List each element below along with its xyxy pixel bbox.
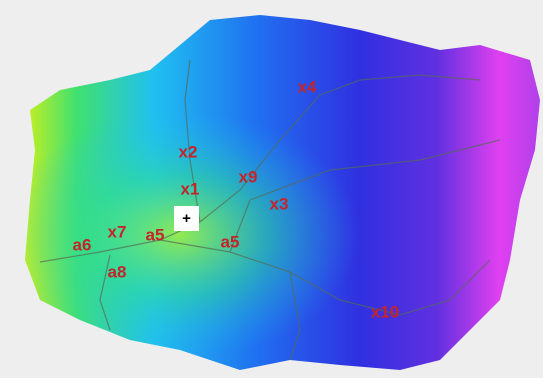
map: + x4 x2 x1 x9 x3 a6 x7 a5 a5 a8 x10 bbox=[0, 0, 543, 378]
site-label: x4 bbox=[298, 77, 317, 96]
site-label: a5 bbox=[146, 225, 165, 244]
site-label: a6 bbox=[73, 235, 92, 254]
site-label: a5 bbox=[221, 232, 240, 251]
site-label: x9 bbox=[239, 167, 258, 186]
site-label: x3 bbox=[270, 194, 289, 213]
site-label: x2 bbox=[179, 142, 198, 161]
site-label: a8 bbox=[108, 262, 127, 281]
page: + x4x2x1x9x3a6x7a5a5a8x10 (() => { const… bbox=[0, 0, 543, 378]
outlet-marker: + bbox=[182, 210, 191, 227]
site-label: x10 bbox=[371, 302, 399, 321]
site-label: x7 bbox=[108, 222, 127, 241]
site-label: x1 bbox=[181, 179, 200, 198]
